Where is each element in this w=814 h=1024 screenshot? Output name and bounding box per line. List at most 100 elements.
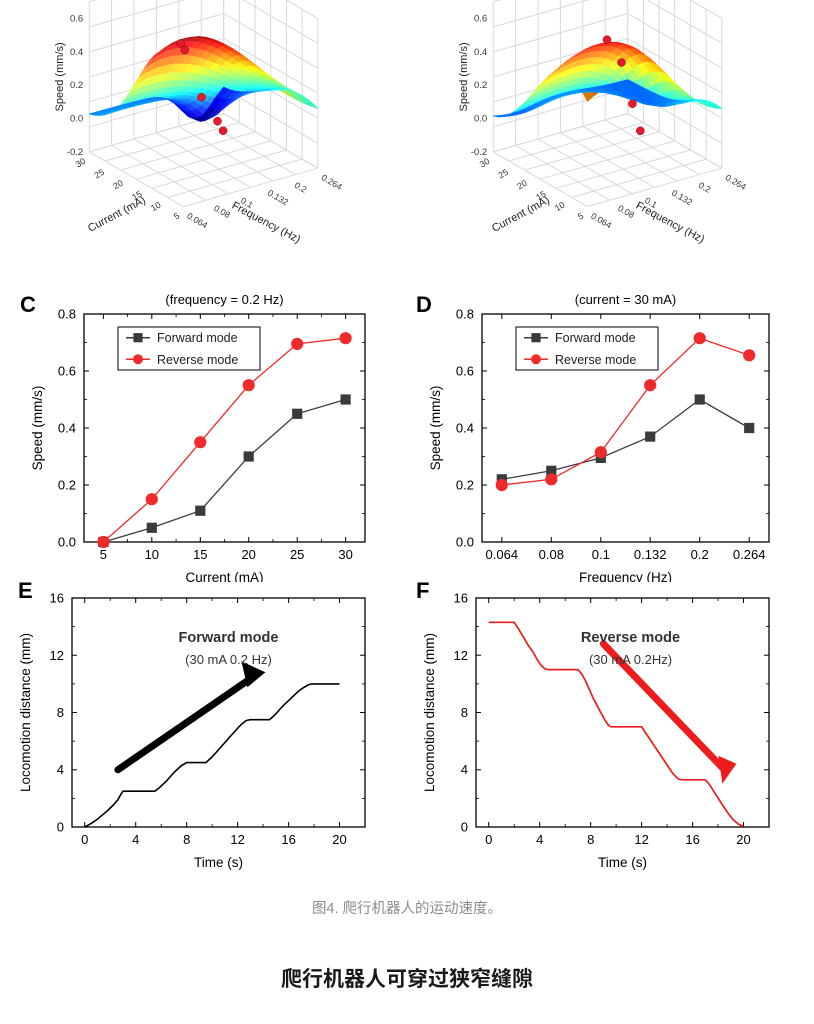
svg-text:0.2: 0.2 <box>697 180 713 195</box>
svg-text:0.2: 0.2 <box>691 547 709 562</box>
svg-text:0.264: 0.264 <box>724 172 748 192</box>
svg-text:Forward mode: Forward mode <box>555 331 636 345</box>
svg-text:15: 15 <box>193 547 207 562</box>
svg-text:D: D <box>416 292 432 317</box>
svg-text:Locomotion distance (mm): Locomotion distance (mm) <box>422 633 437 792</box>
svg-text:Forward mode: Forward mode <box>179 630 279 646</box>
svg-text:10: 10 <box>145 547 159 562</box>
svg-text:5: 5 <box>100 547 107 562</box>
svg-text:0.2: 0.2 <box>456 478 474 493</box>
svg-text:Speed (mm/s): Speed (mm/s) <box>428 386 443 471</box>
svg-text:Reverse mode: Reverse mode <box>157 353 238 367</box>
svg-text:16: 16 <box>685 832 699 847</box>
svg-text:(30 mA 0.2Hz): (30 mA 0.2Hz) <box>589 652 672 667</box>
svg-text:Frequency (Hz): Frequency (Hz) <box>634 200 707 246</box>
svg-text:0.8: 0.8 <box>58 307 76 322</box>
svg-text:30: 30 <box>478 156 492 170</box>
svg-text:E: E <box>18 578 33 603</box>
svg-text:0.264: 0.264 <box>733 547 766 562</box>
svg-text:0.132: 0.132 <box>634 547 667 562</box>
svg-text:Speed (mm/s): Speed (mm/s) <box>30 386 45 471</box>
svg-text:0.6: 0.6 <box>474 14 487 25</box>
svg-text:12: 12 <box>634 832 648 847</box>
svg-text:-0.2: -0.2 <box>471 147 487 158</box>
svg-text:0.08: 0.08 <box>616 203 636 220</box>
svg-text:16: 16 <box>50 591 64 606</box>
svg-text:-0.2: -0.2 <box>67 147 83 158</box>
svg-text:Locomotion distance (mm): Locomotion distance (mm) <box>18 633 33 792</box>
svg-text:8: 8 <box>587 832 594 847</box>
svg-text:8: 8 <box>57 705 64 720</box>
svg-text:0.4: 0.4 <box>70 47 83 58</box>
svg-text:4: 4 <box>461 762 468 777</box>
svg-text:12: 12 <box>230 832 244 847</box>
svg-text:0.4: 0.4 <box>456 421 474 436</box>
svg-text:20: 20 <box>515 178 529 192</box>
svg-text:16: 16 <box>281 832 295 847</box>
svg-text:5: 5 <box>576 211 585 222</box>
svg-text:25: 25 <box>93 167 107 181</box>
svg-text:Forward mode: Forward mode <box>157 331 238 345</box>
svg-text:Time (s): Time (s) <box>194 855 243 870</box>
svg-text:12: 12 <box>50 648 64 663</box>
svg-text:0.2: 0.2 <box>70 80 83 91</box>
svg-text:0.6: 0.6 <box>58 364 76 379</box>
svg-text:20: 20 <box>111 178 125 192</box>
svg-text:Reverse mode: Reverse mode <box>555 353 636 367</box>
svg-text:0.0: 0.0 <box>474 114 487 125</box>
svg-text:0.1: 0.1 <box>592 547 610 562</box>
svg-text:25: 25 <box>290 547 304 562</box>
svg-text:0: 0 <box>485 832 492 847</box>
svg-text:0.08: 0.08 <box>539 547 564 562</box>
svg-text:4: 4 <box>57 762 64 777</box>
svg-text:0.0: 0.0 <box>456 535 474 550</box>
svg-text:(current = 30 mA): (current = 30 mA) <box>575 292 677 307</box>
svg-text:20: 20 <box>736 832 750 847</box>
svg-text:0.064: 0.064 <box>486 547 519 562</box>
svg-text:10: 10 <box>149 200 163 214</box>
svg-text:0.132: 0.132 <box>670 188 694 208</box>
svg-text:0.0: 0.0 <box>70 114 83 125</box>
svg-text:0.6: 0.6 <box>456 364 474 379</box>
svg-text:0.2: 0.2 <box>293 180 309 195</box>
svg-text:Speed (mm/s): Speed (mm/s) <box>54 42 66 111</box>
svg-text:Current (mA): Current (mA) <box>86 194 148 234</box>
svg-text:(30 mA 0.2 Hz): (30 mA 0.2 Hz) <box>185 652 272 667</box>
svg-text:Reverse mode: Reverse mode <box>581 630 680 646</box>
svg-text:0.0: 0.0 <box>58 535 76 550</box>
svg-text:10: 10 <box>553 200 567 214</box>
svg-text:0.2: 0.2 <box>474 80 487 91</box>
svg-text:30: 30 <box>74 156 88 170</box>
svg-text:0.6: 0.6 <box>70 14 83 25</box>
svg-text:0: 0 <box>461 820 468 835</box>
svg-text:20: 20 <box>241 547 255 562</box>
svg-text:0.08: 0.08 <box>212 203 232 220</box>
svg-text:12: 12 <box>454 648 468 663</box>
svg-text:4: 4 <box>132 832 139 847</box>
svg-text:(frequency = 0.2 Hz): (frequency = 0.2 Hz) <box>165 292 283 307</box>
svg-text:0.4: 0.4 <box>58 421 76 436</box>
svg-text:8: 8 <box>461 705 468 720</box>
svg-text:0.2: 0.2 <box>58 478 76 493</box>
svg-text:4: 4 <box>536 832 543 847</box>
svg-text:30: 30 <box>338 547 352 562</box>
svg-text:20: 20 <box>332 832 346 847</box>
svg-text:0.4: 0.4 <box>474 47 487 58</box>
svg-text:Speed (mm/s): Speed (mm/s) <box>458 42 470 111</box>
svg-text:8: 8 <box>183 832 190 847</box>
svg-text:0: 0 <box>57 820 64 835</box>
svg-text:C: C <box>20 292 36 317</box>
svg-text:Current (mA): Current (mA) <box>490 194 552 234</box>
svg-text:16: 16 <box>454 591 468 606</box>
svg-text:0.132: 0.132 <box>266 188 290 208</box>
svg-text:0.064: 0.064 <box>185 211 209 231</box>
svg-text:0.8: 0.8 <box>456 307 474 322</box>
svg-text:5: 5 <box>172 211 181 222</box>
svg-text:0.264: 0.264 <box>320 172 344 192</box>
svg-text:25: 25 <box>497 167 511 181</box>
svg-text:0: 0 <box>81 832 88 847</box>
svg-text:Time (s): Time (s) <box>598 855 647 870</box>
svg-text:0.064: 0.064 <box>589 211 613 231</box>
svg-text:F: F <box>416 578 429 603</box>
svg-text:Frequency (Hz): Frequency (Hz) <box>230 200 303 246</box>
